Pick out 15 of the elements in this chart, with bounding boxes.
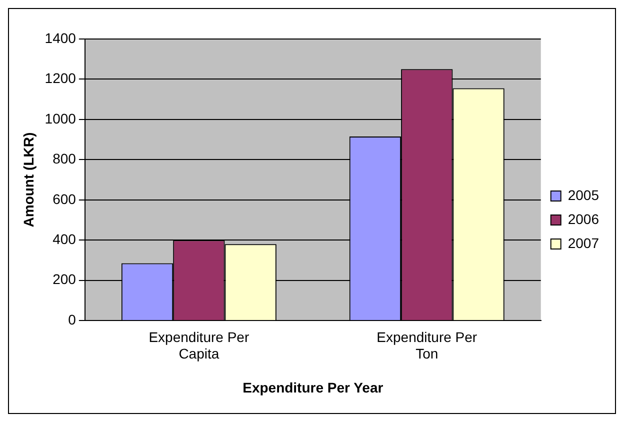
y-axis-title: Amount (LKR) (20, 132, 36, 228)
y-tick-label: 1400 (44, 30, 76, 46)
y-tick-label: 1200 (44, 70, 76, 86)
legend-label: 2007 (568, 234, 600, 251)
y-tick-label: 600 (52, 190, 76, 207)
legend-label: 2006 (568, 210, 600, 227)
y-tick-label: 200 (52, 271, 76, 288)
y-tick-label: 800 (52, 150, 76, 167)
y-tick-label: 400 (52, 231, 76, 247)
x-tick-label: Expenditure Per Ton (376, 328, 478, 362)
y-tick-label: 1000 (44, 110, 76, 126)
legend-label: 2005 (568, 186, 600, 203)
x-tick-label: Expenditure Per Capita (148, 328, 250, 362)
y-tick-label: 0 (68, 311, 76, 328)
x-axis-title: Expenditure Per Year (242, 379, 384, 396)
